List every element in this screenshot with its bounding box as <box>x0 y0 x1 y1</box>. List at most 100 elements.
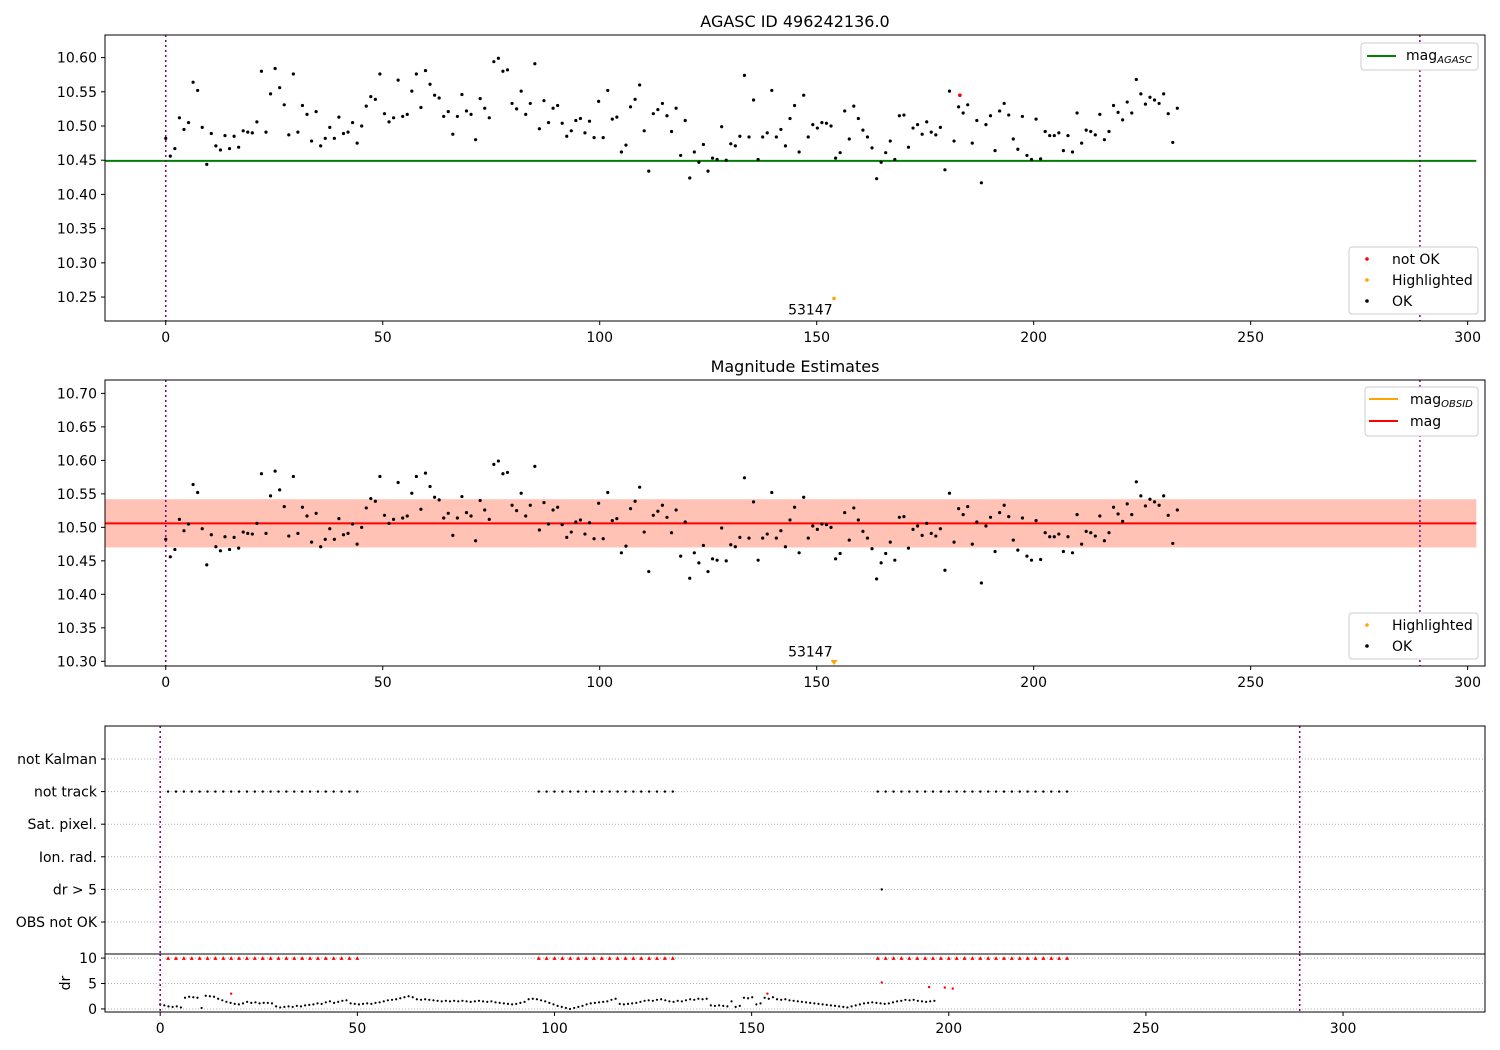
ok-point <box>884 151 888 155</box>
ok-point <box>328 527 332 531</box>
panel-title-agasc: AGASC ID 496242136.0 <box>700 12 889 31</box>
ok-point <box>164 136 168 140</box>
dr-point <box>821 1003 824 1006</box>
dr-point <box>453 999 456 1002</box>
dr-point <box>680 1000 683 1003</box>
ok-point <box>350 120 355 125</box>
ok-point <box>264 531 268 535</box>
not-track-point <box>994 790 998 793</box>
ok-point <box>1175 106 1179 110</box>
ok-point <box>182 529 186 533</box>
ok-point <box>1002 101 1006 106</box>
y-tick-label: 10.70 <box>57 386 97 402</box>
capped-dr-marker <box>1001 956 1006 960</box>
capped-dr-marker <box>591 956 596 960</box>
ok-point <box>706 169 710 173</box>
ok-point <box>515 107 519 111</box>
ok-point <box>888 139 892 143</box>
capped-dr-marker <box>923 956 928 960</box>
ok-point <box>432 93 437 97</box>
obsid-annotation: 53147 <box>788 303 833 319</box>
ok-point <box>993 149 997 153</box>
x-tick-label: 300 <box>1454 330 1481 346</box>
ok-point <box>373 97 377 101</box>
dr-point <box>167 1005 170 1008</box>
ok-point <box>1070 150 1075 154</box>
ok-point <box>1121 118 1125 122</box>
dr-point <box>755 1003 758 1006</box>
ok-point <box>879 160 883 164</box>
ok-point <box>410 491 414 495</box>
not-track-point <box>923 790 927 793</box>
dr-point <box>896 1000 899 1003</box>
ok-point <box>920 533 924 537</box>
not-track-point <box>293 790 296 793</box>
ok-point <box>478 498 482 503</box>
dr-tick-label: 10 <box>79 951 97 967</box>
ok-point <box>783 144 788 148</box>
capped-dr-marker <box>166 956 171 960</box>
ok-point <box>824 523 829 527</box>
ok-point <box>597 501 601 505</box>
x-tick-label: 50 <box>348 1021 366 1037</box>
magnitude-estimates-panel: Magnitude Estimates 10.30 10.35 10.40 10.45… <box>57 357 1486 691</box>
ok-point <box>1048 133 1052 138</box>
ok-point <box>929 130 933 134</box>
ok-point <box>1139 92 1143 96</box>
ok-point <box>1107 531 1111 535</box>
ok-point <box>487 517 491 521</box>
dr-point <box>759 1002 762 1005</box>
dr-point <box>196 996 199 999</box>
dr-point <box>208 995 211 998</box>
not-track-point <box>237 790 241 793</box>
capped-dr-marker <box>655 956 659 960</box>
not-track-point <box>584 790 588 793</box>
ok-point <box>633 499 637 503</box>
ok-point <box>369 496 373 501</box>
capped-dr-marker <box>915 956 920 960</box>
dr-point <box>689 998 692 1001</box>
dr-point <box>179 1006 182 1009</box>
ok-point <box>250 532 254 536</box>
ok-point <box>237 546 241 550</box>
ok-point <box>902 515 906 519</box>
dr-point <box>564 1006 568 1010</box>
ok-point <box>729 543 733 547</box>
ok-point <box>647 569 651 574</box>
ok-point <box>278 488 282 492</box>
dr-point <box>925 1000 928 1003</box>
dr-point <box>875 1001 878 1004</box>
ok-point <box>1143 504 1148 508</box>
ok-point <box>897 114 901 118</box>
ok-point <box>319 144 323 148</box>
capped-dr-marker <box>205 956 210 960</box>
ok-point <box>264 130 268 134</box>
ok-point <box>902 113 906 117</box>
ok-point <box>688 176 692 180</box>
ok-point <box>610 117 614 121</box>
not-track-point <box>876 790 879 793</box>
dr-point <box>912 998 915 1001</box>
ok-point <box>1143 102 1148 106</box>
ok-point <box>925 521 929 525</box>
ok-point <box>1134 480 1138 484</box>
capped-dr-marker <box>1057 956 1062 960</box>
dr-point <box>510 1003 514 1006</box>
ok-point <box>214 545 218 549</box>
dr-point <box>221 999 224 1002</box>
ok-point <box>824 121 829 125</box>
ok-point <box>988 114 993 118</box>
ok-point <box>1107 129 1111 134</box>
dr-point <box>515 1002 518 1005</box>
ok-point <box>642 530 646 534</box>
dr-point <box>833 1004 837 1007</box>
ok-point <box>628 105 633 109</box>
dr-point <box>684 999 688 1002</box>
ok-point <box>364 104 368 108</box>
not-track-point <box>222 790 225 793</box>
not-track-point <box>576 790 580 793</box>
not-track-point <box>1018 790 1021 793</box>
ok-point <box>697 160 701 164</box>
ok-point <box>788 116 792 121</box>
ok-point <box>432 495 437 499</box>
